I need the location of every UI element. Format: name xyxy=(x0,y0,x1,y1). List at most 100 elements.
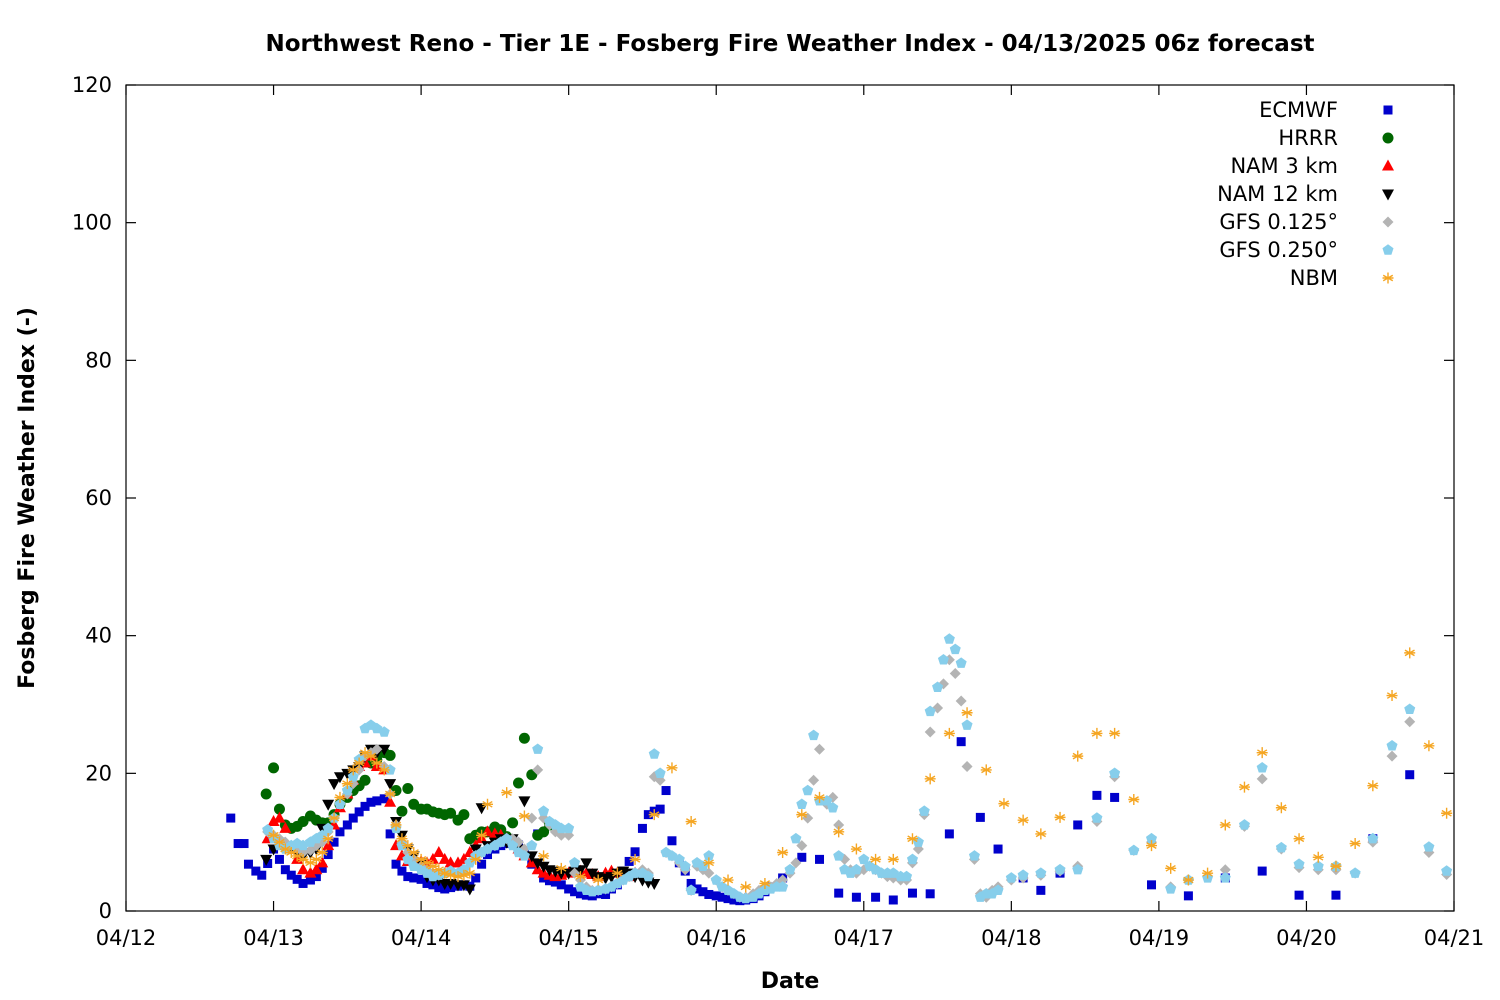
data-point xyxy=(924,773,936,785)
x-axis-label: Date xyxy=(761,969,820,994)
legend-marker xyxy=(1383,105,1393,115)
data-point xyxy=(279,843,291,855)
data-point xyxy=(937,653,949,665)
data-point xyxy=(1386,690,1398,702)
data-point xyxy=(526,839,538,851)
data-point xyxy=(317,863,327,873)
legend-marker xyxy=(1382,159,1394,171)
data-point xyxy=(402,853,414,865)
data-point xyxy=(611,867,623,879)
legend-marker xyxy=(1382,216,1394,228)
data-point xyxy=(353,757,365,769)
data-point xyxy=(1182,874,1194,886)
data-point xyxy=(458,809,470,821)
y-tick-label: 20 xyxy=(85,761,112,785)
data-point xyxy=(353,764,365,776)
data-point xyxy=(263,859,273,869)
data-point xyxy=(943,727,955,739)
data-point xyxy=(1165,883,1177,894)
x-tick-label: 04/17 xyxy=(834,926,895,950)
data-point xyxy=(637,823,647,833)
data-point xyxy=(507,839,519,851)
data-point xyxy=(968,850,980,861)
data-point xyxy=(408,846,420,858)
data-point xyxy=(310,853,322,865)
data-point xyxy=(850,863,862,875)
data-point xyxy=(311,872,321,882)
data-point xyxy=(384,788,396,800)
data-point xyxy=(1072,863,1084,875)
data-point xyxy=(273,836,285,848)
data-point xyxy=(1294,890,1304,900)
data-point xyxy=(470,853,482,865)
data-point xyxy=(539,873,549,883)
data-point xyxy=(305,875,315,885)
data-point xyxy=(648,748,660,759)
y-axis: 0 20 40 60 80 100 120 xyxy=(72,73,1454,923)
data-point xyxy=(814,791,826,803)
data-point xyxy=(268,762,280,774)
data-point xyxy=(1404,716,1416,728)
data-point xyxy=(243,859,253,869)
y-tick-label: 40 xyxy=(85,624,112,648)
data-point xyxy=(870,853,882,865)
x-tick-label: 04/18 xyxy=(981,926,1042,950)
data-point xyxy=(1017,814,1029,826)
data-point xyxy=(409,873,419,883)
data-point xyxy=(233,839,243,849)
data-point xyxy=(797,852,807,862)
data-point xyxy=(333,772,346,784)
data-point xyxy=(906,833,918,845)
data-point xyxy=(322,799,335,811)
data-point xyxy=(260,788,272,800)
data-point xyxy=(944,829,954,839)
data-point xyxy=(371,757,383,769)
chart-title: Northwest Reno - Tier 1E - Fosberg Fire … xyxy=(265,31,1314,57)
data-point xyxy=(372,796,382,806)
data-point xyxy=(328,812,340,824)
data-point xyxy=(642,870,654,882)
data-point xyxy=(501,787,513,799)
data-point xyxy=(260,854,273,866)
data-point xyxy=(1072,750,1084,762)
data-point xyxy=(564,884,574,894)
data-point xyxy=(955,657,967,668)
data-point xyxy=(998,798,1010,810)
data-point xyxy=(850,843,862,855)
data-point xyxy=(685,816,697,828)
data-point xyxy=(335,827,345,837)
data-point xyxy=(802,784,814,796)
y-tick-label: 0 xyxy=(99,899,112,923)
data-point xyxy=(630,847,640,857)
legend-label: NAM 3 km xyxy=(1230,154,1338,178)
data-point xyxy=(833,826,845,838)
data-point xyxy=(814,743,826,755)
data-point xyxy=(759,877,771,889)
data-point xyxy=(458,869,470,881)
data-point xyxy=(457,880,470,892)
data-point xyxy=(378,726,390,737)
data-point xyxy=(1441,865,1453,876)
data-point xyxy=(1035,867,1047,878)
data-point xyxy=(334,798,346,809)
data-point xyxy=(354,807,364,817)
data-point xyxy=(570,887,580,897)
data-point xyxy=(538,850,550,862)
data-point xyxy=(790,857,802,869)
y-tick-label: 100 xyxy=(72,211,112,235)
data-point xyxy=(396,833,408,845)
data-point xyxy=(711,891,721,901)
data-point xyxy=(366,797,376,807)
data-point xyxy=(322,833,334,845)
data-point xyxy=(777,874,789,886)
data-point xyxy=(569,857,581,868)
data-point xyxy=(1441,807,1453,819)
data-point xyxy=(445,807,457,819)
data-point xyxy=(601,889,611,899)
data-point xyxy=(961,760,973,772)
legend-label: HRRR xyxy=(1278,126,1338,150)
legend-label: GFS 0.250° xyxy=(1219,238,1338,262)
data-point xyxy=(347,770,359,782)
data-point xyxy=(975,812,985,822)
